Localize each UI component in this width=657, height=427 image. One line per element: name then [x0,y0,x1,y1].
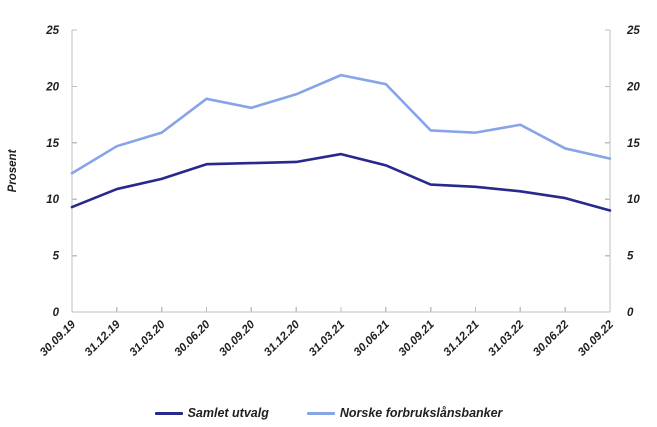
y-tick-label-right: 15 [627,138,640,150]
legend-line-swatch [306,411,335,415]
legend-label: Norske forbrukslånsbanker [339,406,503,420]
x-tick-label: 30.09.19 [38,318,79,359]
x-tick-label: 31.12.20 [262,318,303,359]
legend-item: Norske forbrukslånsbanker [306,406,503,420]
y-tick-label-right: 0 [627,307,634,319]
x-tick-label: 30.09.21 [397,319,437,359]
legend: Samlet utvalg Norske forbrukslånsbanker [0,406,657,420]
y-tick-label-left: 25 [45,25,59,37]
y-axis-title: Prosent [7,148,19,192]
legend-item: Samlet utvalg [154,406,269,420]
y-tick-label-left: 15 [46,138,59,150]
x-tick-label: 30.09.22 [576,318,617,359]
y-tick-label-left: 20 [45,81,59,93]
y-tick-label-left: 0 [53,307,60,319]
series-line-norske-forbruksl-nsbanker [70,73,612,175]
x-tick-label: 31.12.19 [83,318,124,359]
legend-label: Samlet utvalg [187,406,269,420]
x-tick-label: 30.06.20 [172,318,213,359]
x-tick-label: 30.06.21 [352,319,392,359]
y-tick-label-right: 20 [626,81,640,93]
x-tick-label: 31.03.21 [307,319,347,359]
y-tick-label-left: 10 [46,194,59,206]
y-tick-label-right: 25 [626,25,640,37]
x-tick-label: 31.03.20 [128,318,169,359]
x-tick-label: 31.03.22 [486,318,527,359]
y-tick-label-left: 5 [53,251,60,263]
x-tick-label: 30.06.22 [531,318,572,359]
legend-line-swatch [154,411,183,415]
y-tick-label-right: 5 [627,251,634,263]
x-tick-label: 31.12.21 [441,319,481,359]
series-line-samlet-utvalg [70,152,612,212]
x-tick-label: 30.09.20 [217,318,258,359]
y-tick-label-right: 10 [627,194,640,206]
